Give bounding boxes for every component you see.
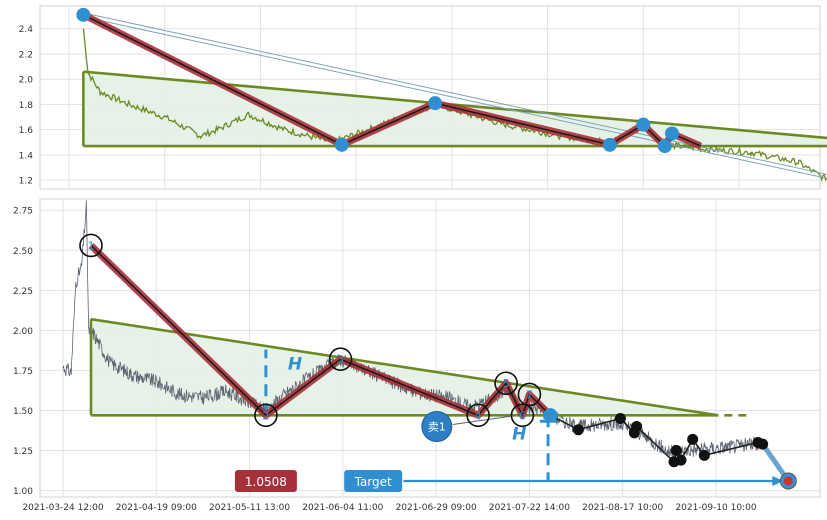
price-label-box <box>234 469 297 492</box>
height-label-first: H <box>288 355 302 375</box>
forecast-point <box>614 412 626 424</box>
pivot-label: 6 <box>519 409 526 422</box>
target-endpoint-core <box>783 476 793 486</box>
overview-y-tick-label: 2.4 <box>19 25 34 35</box>
sell-signal-label: 卖1 <box>428 421 446 434</box>
pivot-marker <box>494 371 518 396</box>
target-label-text: Target <box>354 475 392 489</box>
forecast-point <box>631 421 643 433</box>
forecast-point <box>675 454 687 466</box>
pivot-label: 3 <box>337 353 344 366</box>
overview-pivot-marker <box>602 137 617 152</box>
detail-x-tick-label: 2021-06-04 11:00 <box>302 503 383 513</box>
overview-projection-line <box>83 16 827 179</box>
pivot-label: 2 <box>262 409 269 422</box>
overview-pivot-marker <box>665 126 679 141</box>
detail-y-tick-label: 2.50 <box>13 247 33 257</box>
detail-pattern-line <box>90 244 551 417</box>
pivot-marker <box>543 408 558 423</box>
forecast-point <box>757 438 769 450</box>
pivot-label: 4 <box>475 409 482 422</box>
overview-pivot-marker <box>428 96 443 111</box>
detail-y-tick-label: 1.25 <box>13 447 33 457</box>
pivot-marker <box>254 403 278 428</box>
detail-panel: 1.00 1.25 1.50 1.75 2.00 2.25 2.50 2.75 2021-03-… <box>13 198 821 513</box>
detail-y-tick-label: 1.50 <box>13 407 33 417</box>
height-label-second: H <box>512 424 526 444</box>
pivot-marker <box>466 403 490 428</box>
forecast-point <box>670 445 682 457</box>
overview-pivot-marker <box>657 139 672 154</box>
pivot-marker <box>79 233 103 258</box>
overview-y-tick-label: 1.8 <box>19 101 34 111</box>
detail-x-tick-label: 2021-06-29 09:00 <box>396 503 477 513</box>
pivot-marker <box>510 403 535 428</box>
pivot-marker <box>517 382 542 407</box>
detail-x-tick-label: 2021-07-22 14:00 <box>489 503 570 513</box>
sell-signal-connector <box>452 415 511 426</box>
detail-triangle-upper-line <box>90 317 719 417</box>
price-label-text: 1.0508 <box>245 475 287 489</box>
overview-y-tick-label: 2.2 <box>19 50 33 60</box>
detail-y-tick-label: 1.00 <box>13 487 33 497</box>
pivot-marker <box>328 347 353 372</box>
overview-y-tick-label: 1.6 <box>19 126 34 136</box>
forecast-point <box>687 433 699 445</box>
overview-y-tick-label: 1.2 <box>19 177 33 187</box>
pivot-label: 1 <box>87 239 94 252</box>
detail-y-tick-label: 2.25 <box>13 287 33 297</box>
detail-x-tick-label: 2021-05-11 13:00 <box>209 503 290 513</box>
detail-x-tick-label: 2021-08-17 10:00 <box>582 503 663 513</box>
sell-signal-marker <box>421 411 453 443</box>
overview-pivot-marker <box>76 7 91 22</box>
pivot-label: 5 <box>503 377 510 390</box>
overview-y-tick-label: 1.4 <box>19 151 34 161</box>
overview-projection-line <box>83 12 827 175</box>
detail-y-tick-label: 1.75 <box>13 367 33 377</box>
pivot-label: 7 <box>526 388 533 401</box>
forecast-point <box>572 424 584 436</box>
detail-y-tick-label: 2.75 <box>13 207 33 217</box>
target-label-box <box>344 469 403 492</box>
overview-pivot-marker <box>636 117 651 132</box>
detail-x-tick-label: 2021-03-24 12:00 <box>22 503 103 513</box>
overview-panel: 1.2 1.4 1.6 1.8 2.0 2.2 2.4 <box>19 5 827 190</box>
detail-x-tick-label: 2021-09-10 10:00 <box>675 503 756 513</box>
overview-pivot-marker <box>334 137 349 152</box>
detail-x-tick-label: 2021-04-19 09:00 <box>116 503 197 513</box>
overview-price-line <box>82 28 827 183</box>
overview-y-tick-label: 2.0 <box>19 76 34 86</box>
detail-y-tick-label: 2.00 <box>13 327 33 337</box>
target-arrowhead <box>772 475 784 486</box>
forecast-point <box>698 449 710 461</box>
